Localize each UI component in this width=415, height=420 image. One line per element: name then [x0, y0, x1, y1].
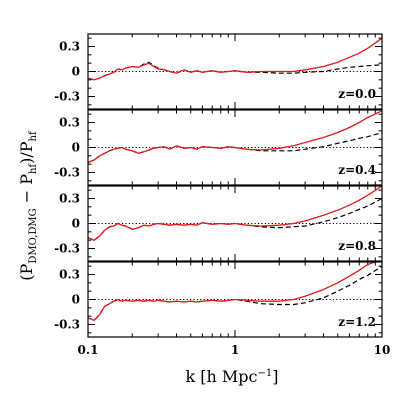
solid-series-line: [88, 37, 382, 81]
y-tick-label: -0.3: [54, 242, 80, 256]
y-tick-label: 0.3: [59, 40, 80, 54]
panel-4: -0.3 0 0.3 z=1.2: [54, 261, 383, 338]
panel-2: -0.3 0 0.3 z=0.4: [54, 109, 383, 186]
panel-redshift-label: z=0.8: [338, 239, 376, 253]
panel-1: -0.3 0 0.3 z=0.0: [54, 33, 383, 110]
dashed-series-line: [88, 265, 382, 322]
y-tick-label: -0.3: [54, 166, 80, 180]
y-tick-label: 0: [72, 217, 80, 231]
x-axis-label: k [h Mpc−1]: [186, 367, 279, 386]
y-tick-label: -0.3: [54, 90, 80, 104]
x-tick-label: 1: [231, 343, 239, 357]
panel-frame: [87, 261, 383, 338]
panel-redshift-label: z=1.2: [338, 315, 376, 329]
y-axis-label: (PDMO,DMG − Phf)/Phf: [17, 130, 39, 281]
solid-series-line: [88, 186, 382, 241]
y-tick-label: -0.3: [54, 318, 80, 332]
y-tick-label: 0: [72, 293, 80, 307]
y-tick-label: 0.3: [59, 268, 80, 282]
x-tick-labels: 0.1 1 10: [78, 343, 391, 357]
panel-3: -0.3 0 0.3 z=0.8: [54, 185, 383, 262]
y-tick-label: 0.3: [59, 116, 80, 130]
y-tick-label: 0.3: [59, 192, 80, 206]
panel-frame: [87, 109, 383, 186]
panel-redshift-label: z=0.0: [338, 87, 376, 101]
solid-series-line: [88, 110, 382, 164]
dashed-series-line: [88, 197, 382, 241]
y-tick-label: 0: [72, 65, 80, 79]
solid-series-line: [88, 262, 377, 322]
y-tick-label: 0: [72, 141, 80, 155]
panel-frame: [87, 33, 383, 110]
panel-redshift-label: z=0.4: [338, 163, 376, 177]
x-tick-label: 10: [374, 343, 391, 357]
panel-frame: [87, 185, 383, 262]
panels-layer: -0.300.3z=0.0-0.300.3z=0.4-0.300.3z=0.8-…: [54, 33, 383, 338]
x-tick-label: 0.1: [78, 343, 99, 357]
